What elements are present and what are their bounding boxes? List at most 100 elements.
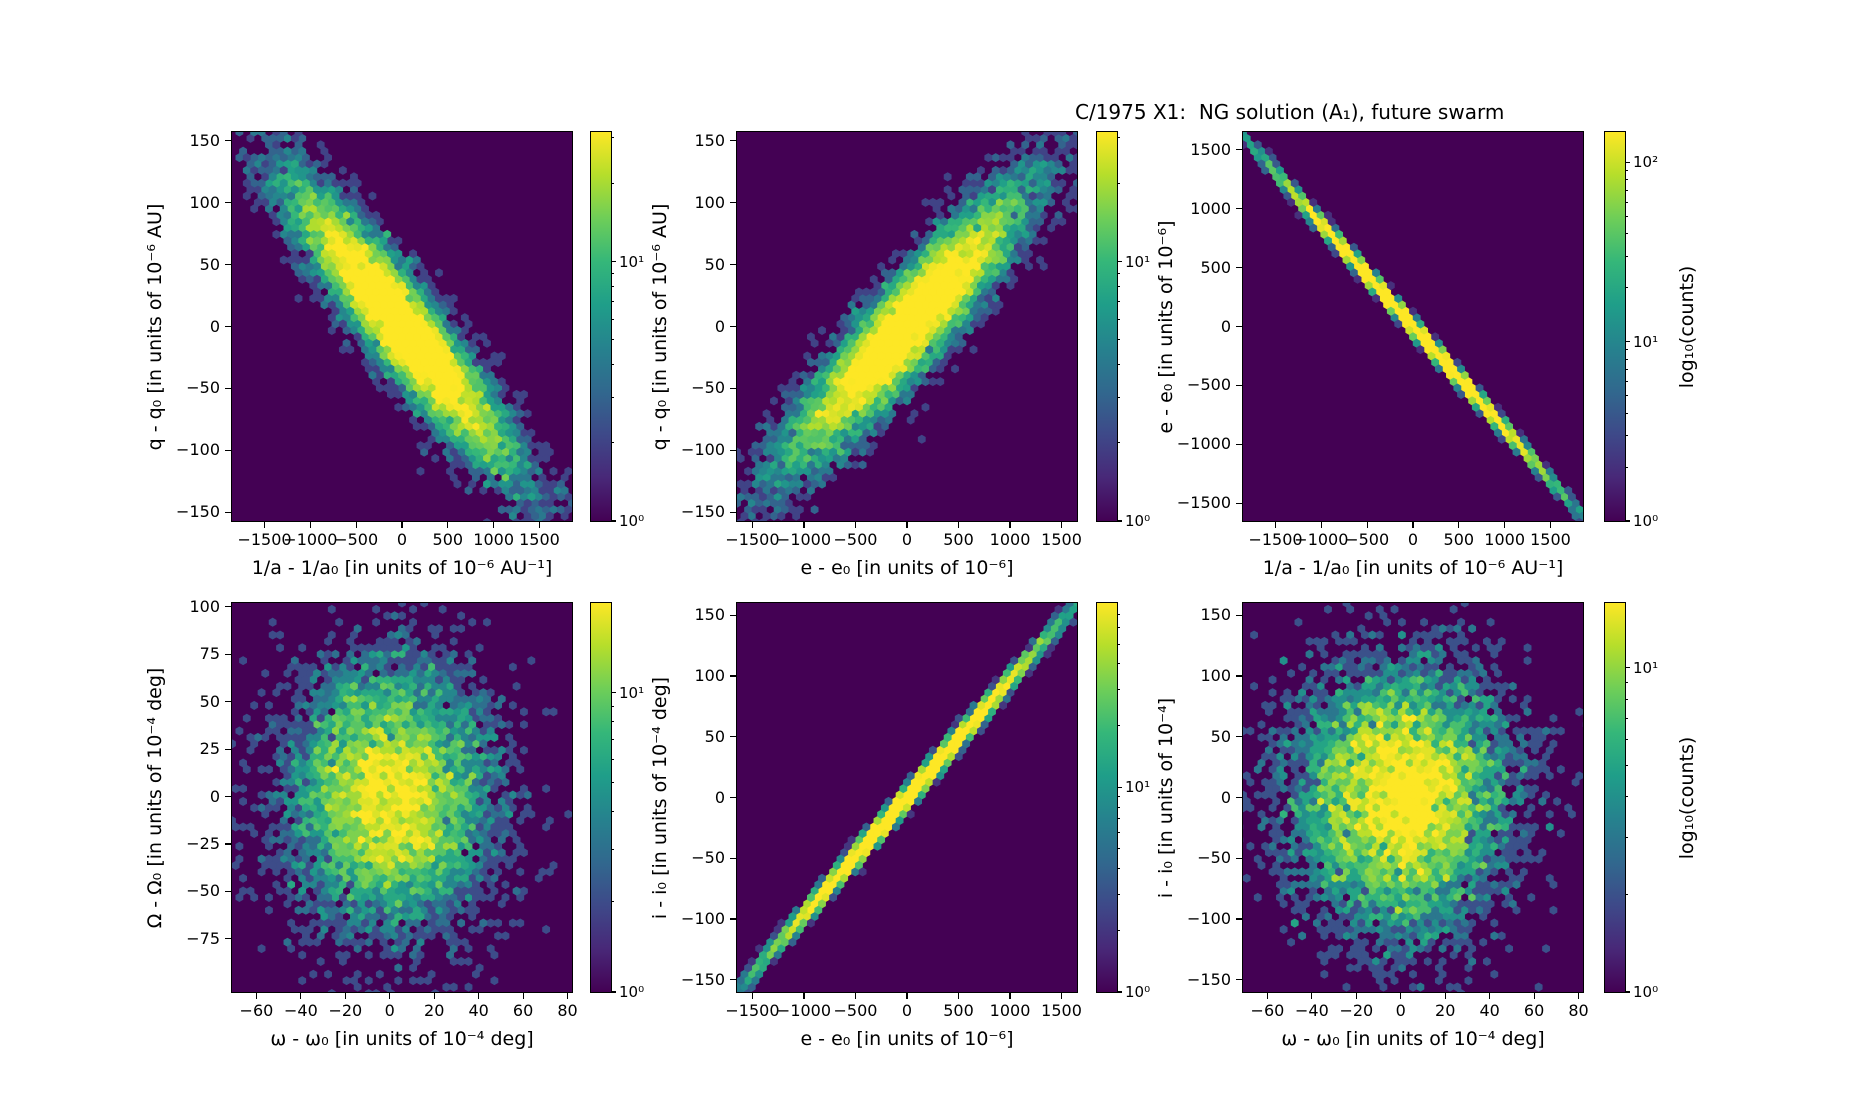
x-tick-label: 1500 [519,530,560,549]
x-tick-label: −500 [1345,530,1390,549]
y-tick [730,736,736,738]
x-tick-label: 0 [1407,530,1419,549]
x-tick-label: 80 [1568,1001,1589,1020]
colorbar-minor-tick [611,301,614,303]
x-tick [1060,993,1063,999]
y-tick [225,449,231,451]
x-tick [1274,522,1277,528]
x-tick-label: −1500 [725,530,780,549]
colorbar-tick [1625,667,1630,669]
x-tick-label: −1000 [283,530,338,549]
x-tick [1504,522,1506,528]
colorbar-label-top-right: log₁₀(counts) [1676,265,1698,388]
x-tick [1366,522,1368,528]
colorbar-tick [1625,341,1630,343]
x-tick-label: 1500 [1041,1001,1082,1020]
y-tick [730,675,736,677]
x-tick-label: −1500 [725,1001,780,1020]
x-tick [854,522,857,528]
x-tick-label: −1000 [1294,530,1349,549]
x-tick-label: −60 [1250,1001,1285,1020]
x-tick-label: 1000 [989,530,1031,549]
colorbar-tick [1625,161,1630,164]
x-tick [906,522,908,528]
x-tick-label: 20 [424,1001,445,1020]
colorbar-minor-tick [1625,179,1628,181]
y-tick [1236,325,1242,328]
colorbar-tick [611,261,616,263]
y-tick-label: 50 [704,254,725,274]
colorbar-tick [611,692,616,694]
colorbar-tick [1625,520,1630,522]
colorbar-bottom-left [589,601,612,993]
y-tick-label: −100 [1187,909,1231,929]
x-tick [447,522,449,528]
y-tick-label: 1500 [1190,139,1231,159]
y-tick [1236,736,1242,738]
colorbar-minor-tick [1625,170,1628,172]
y-tick-label: 150 [189,130,220,150]
y-tick [225,511,231,513]
hexbin-canvas-bottom-right [1243,603,1583,992]
colorbar-minor-tick [1625,466,1628,468]
colorbar-top-left [589,130,612,522]
colorbar-minor-tick [1117,848,1120,850]
colorbar-bottom-middle [1095,601,1118,993]
colorbar-minor-tick [1117,643,1120,645]
y-tick-label: −150 [681,969,725,989]
y-tick-label: 0 [209,786,220,806]
x-tick-label: 0 [901,1001,913,1020]
colorbar-minor-tick [1625,717,1628,719]
y-tick-label: −1000 [1176,434,1231,454]
colorbar-minor-tick [1625,893,1628,895]
y-tick-label: 25 [199,739,220,759]
colorbar-minor-tick [1625,189,1628,191]
y-tick-label: 100 [1200,665,1231,685]
y-tick-label: 150 [694,130,725,150]
colorbar-tick-label: 10⁰ [619,983,645,1001]
colorbar-minor-tick [1117,796,1120,798]
x-tick-label: −1500 [1248,530,1303,549]
y-tick-label: 100 [694,665,725,685]
y-tick [225,263,231,266]
colorbar-minor-tick [1625,682,1628,684]
x-tick-label: 500 [943,1001,974,1020]
x-tick [1400,993,1402,999]
colorbar-minor-tick [1117,663,1120,665]
colorbar-minor-tick [1625,395,1628,397]
colorbar-tick [1117,991,1122,993]
colorbar-minor-tick [1117,442,1120,444]
y-tick [1236,857,1242,859]
x-tick-label: 20 [1435,1001,1456,1020]
y-tick-label: −75 [186,928,220,948]
y-tick-label: 50 [199,254,220,274]
y-tick-label: 0 [1220,316,1231,336]
y-tick-label: 100 [189,192,220,212]
colorbar-minor-tick [1117,301,1120,303]
colorbar-minor-tick [611,705,614,707]
y-tick [225,140,231,142]
x-tick [751,522,754,528]
y-tick-label: 500 [1200,257,1231,277]
colorbar-minor-tick [1117,725,1120,727]
colorbar-minor-tick [1117,627,1120,629]
y-tick-label: −1500 [1176,493,1231,513]
colorbar-minor-tick [611,396,614,398]
y-tick-label: −100 [176,440,220,460]
x-tick-label: −500 [334,530,379,549]
colorbar-minor-tick [1625,739,1628,741]
colorbar-minor-tick [611,782,614,784]
x-tick [255,993,258,999]
y-tick-label: 50 [199,691,220,711]
colorbar-top-middle [1095,130,1118,522]
x-axis-label-top-right: 1/a - 1/a₀ [in units of 10⁻⁶ AU⁻¹] [1262,557,1564,579]
colorbar-minor-tick [1625,836,1628,838]
colorbar-minor-tick [1117,273,1120,275]
y-axis-label-bottom-right: i - i₀ [in units of 10⁻⁴] [1155,697,1177,898]
y-tick-label: 0 [714,316,725,336]
x-tick-label: −40 [1294,1001,1329,1020]
colorbar-minor-tick [1625,358,1628,360]
x-tick [1444,993,1446,999]
x-tick-label: 1000 [473,530,514,549]
